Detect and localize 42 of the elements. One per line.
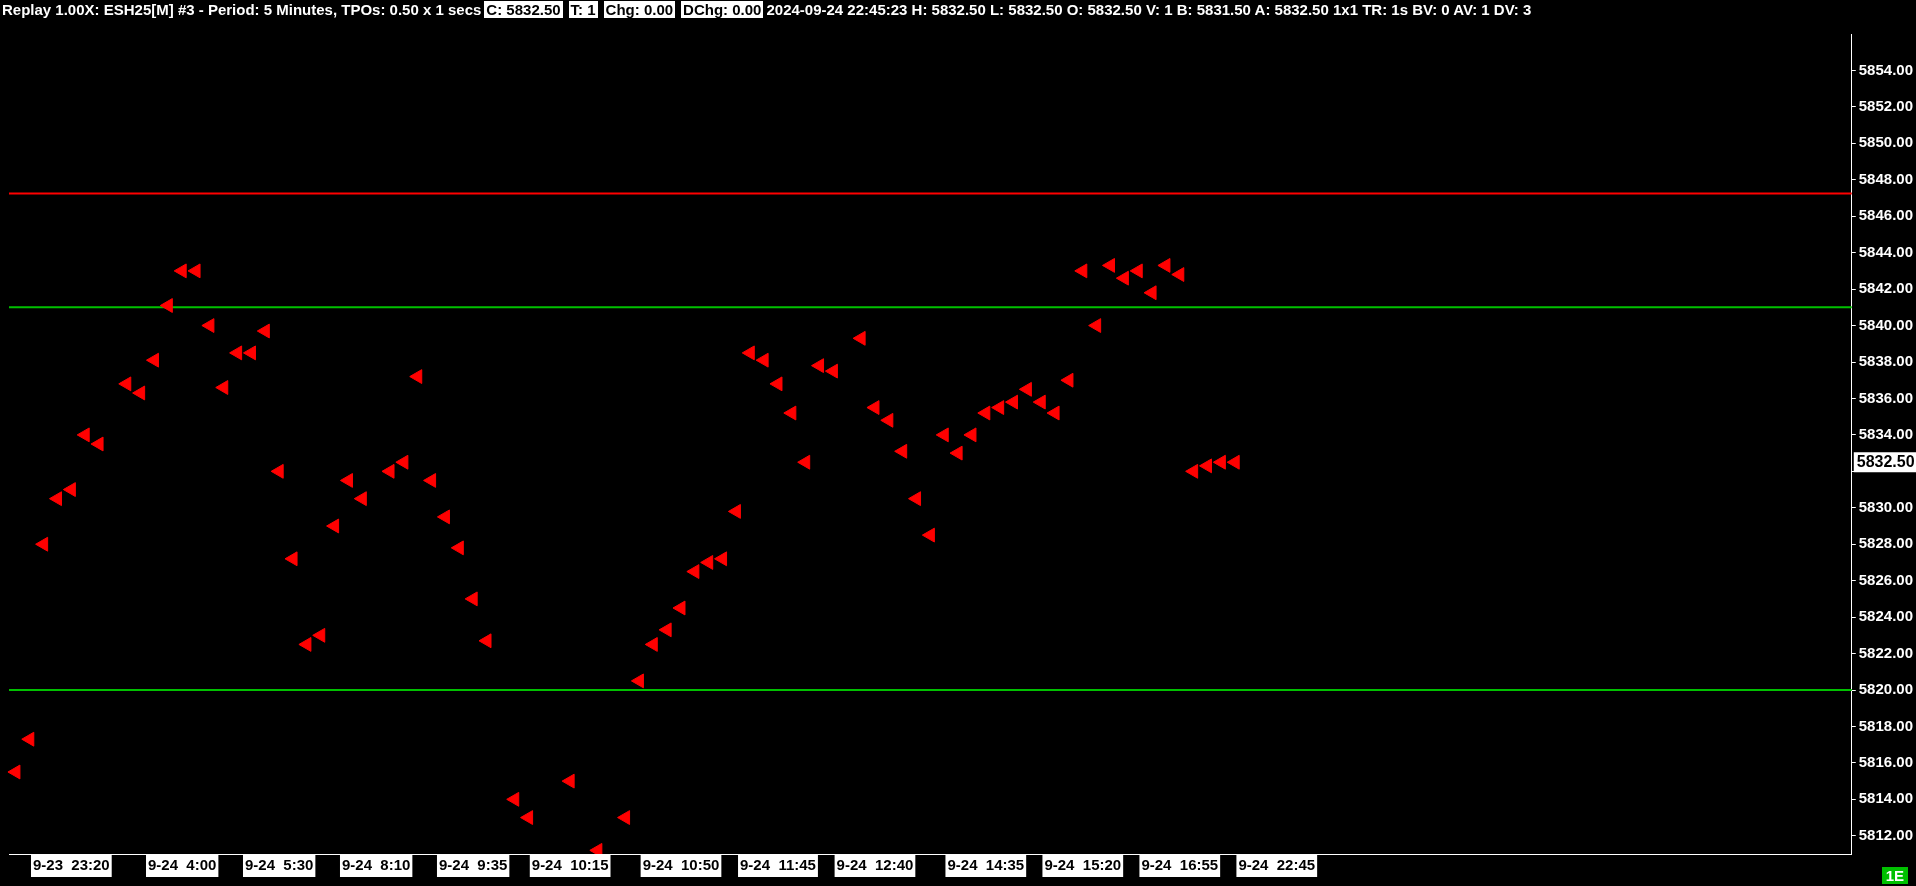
- x-tick-label: 9-24 4:00: [148, 856, 217, 874]
- y-tick-label: 5814.00: [1858, 789, 1914, 807]
- y-tick-label: 5818.00: [1858, 716, 1914, 734]
- y-tick-label: 5828.00: [1858, 534, 1914, 552]
- y-tick-label: 5824.00: [1858, 607, 1914, 625]
- x-tick-label: 9-24 5:30: [244, 856, 314, 874]
- y-tick-label: 5852.00: [1858, 97, 1914, 115]
- text: 5832.50: [1856, 452, 1915, 470]
- x-tick-label: 9-24 22:45: [1238, 856, 1316, 874]
- y-tick-label: 5836.00: [1858, 388, 1914, 406]
- y-tick-label: 5838.00: [1858, 352, 1914, 370]
- text: DChg: 0.00: [681, 1, 764, 18]
- text: Chg: 0.00: [603, 1, 676, 18]
- x-tick-label: 9-23 23:20: [32, 856, 110, 874]
- chart-title: Replay 1.00X: ESH25[M] #3 - Period: 5 Minutes, TPOs: 0.50 x 1 secs: [2, 1, 482, 18]
- text: C: 5832.50: [484, 1, 563, 18]
- y-tick-label: 5816.00: [1858, 753, 1914, 771]
- x-tick-label: 9-24 16:55: [1141, 856, 1219, 874]
- x-tick-label: 9-24 10:15: [531, 856, 609, 874]
- y-tick-label: 5834.00: [1858, 425, 1914, 443]
- y-tick-label: 5848.00: [1858, 169, 1914, 187]
- x-tick-label: 9-24 11:45: [740, 856, 816, 874]
- y-tick-label: 5826.00: [1858, 570, 1914, 588]
- y-tick-label: 5850.00: [1858, 133, 1914, 151]
- y-tick-label: 5846.00: [1858, 206, 1914, 224]
- y-tick-label: 5840.00: [1858, 315, 1914, 333]
- chart-subtitle: 2024-09-24 22:45:23 H: 5832.50 L: 5832.50 O: 5832.50 V: 1 B: 5831.50 A: 5832.50 1x1 TR: 1s BV: 0 AV: 1 DV: 3: [766, 1, 1532, 18]
- y-tick-label: 5830.00: [1858, 497, 1914, 515]
- text: 1E: [1881, 867, 1908, 884]
- x-tick-label: 9-24 10:50: [642, 856, 720, 874]
- x-tick-label: 9-24 8:10: [341, 856, 411, 874]
- y-tick-label: 5820.00: [1858, 680, 1914, 698]
- x-tick-label: 9-24 12:40: [836, 856, 914, 874]
- y-tick-label: 5842.00: [1858, 279, 1914, 297]
- y-tick-label: 5844.00: [1858, 242, 1914, 260]
- y-tick-label: 5854.00: [1858, 60, 1914, 78]
- x-tick-label: 9-24 14:35: [947, 856, 1025, 874]
- text: T: 1: [568, 1, 598, 18]
- y-tick-label: 5812.00: [1858, 825, 1914, 843]
- x-tick-label: 9-24 9:35: [438, 856, 508, 874]
- x-tick-label: 9-24 15:20: [1044, 856, 1122, 874]
- y-tick-label: 5822.00: [1858, 643, 1914, 661]
